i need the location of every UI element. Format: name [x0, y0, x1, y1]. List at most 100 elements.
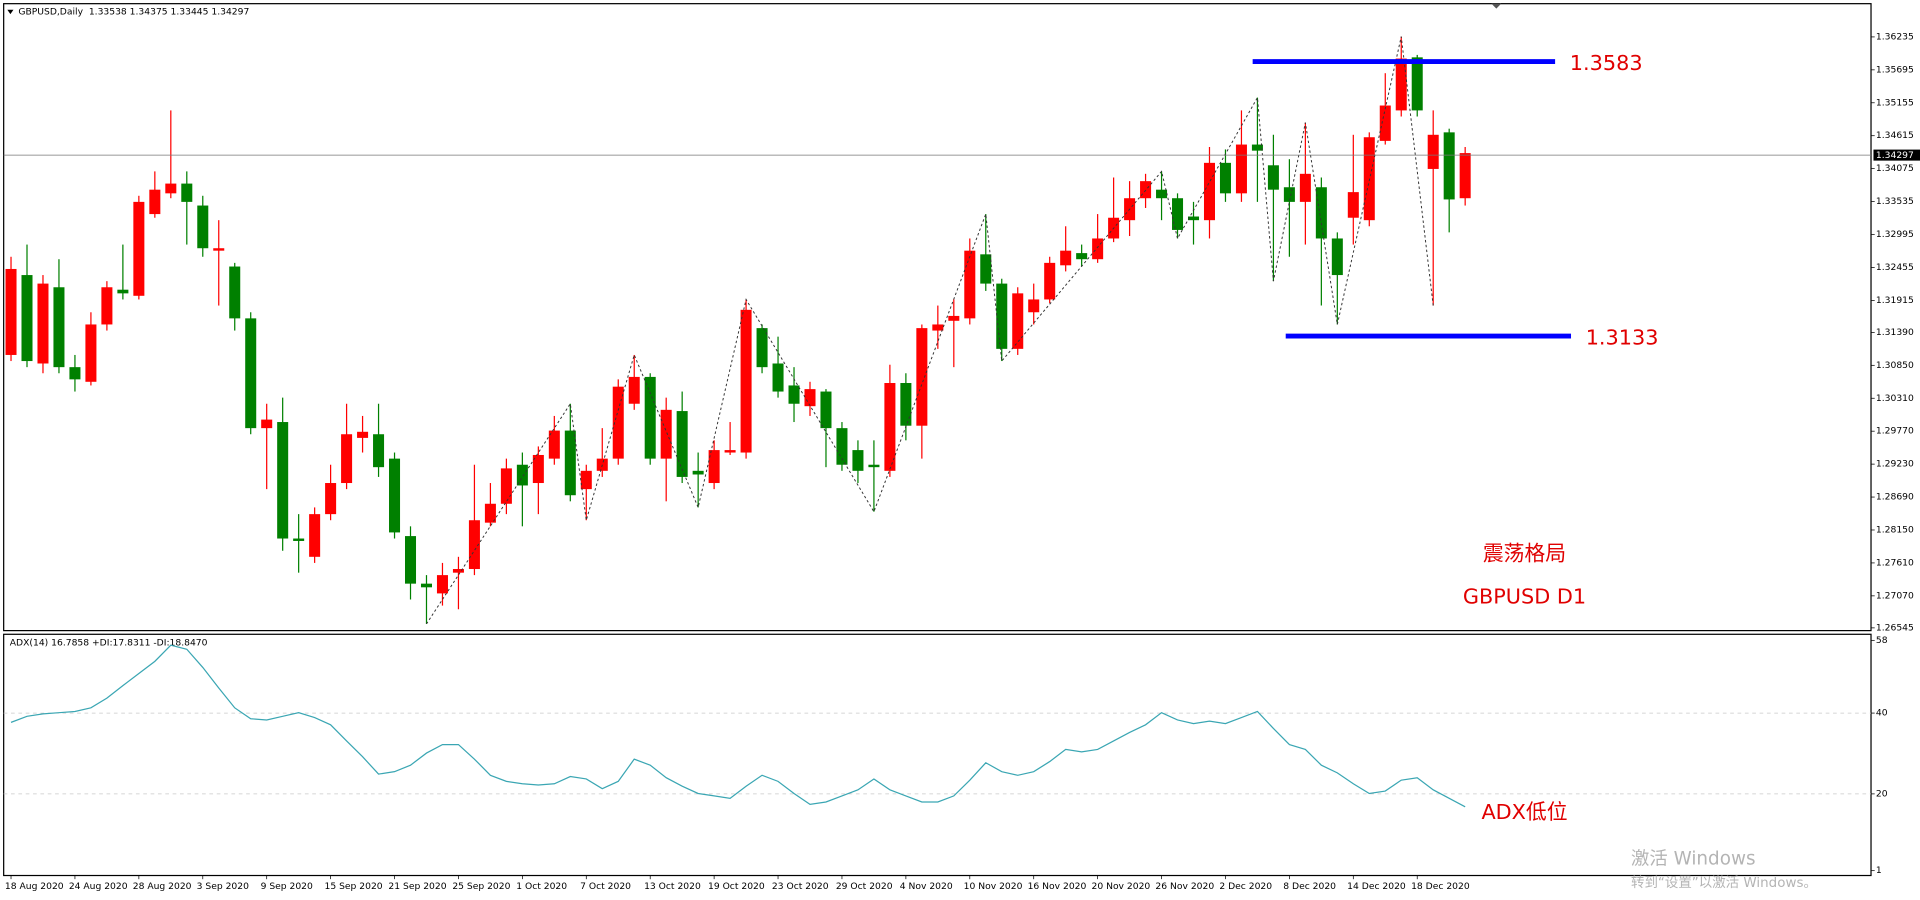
y-tick-label: 1.30850	[1876, 360, 1914, 371]
candle-body	[213, 248, 225, 251]
candle-body	[261, 419, 273, 429]
candle-body	[85, 324, 97, 382]
candle-body	[197, 205, 209, 249]
y-tick-label: 1.29770	[1876, 426, 1914, 437]
x-tick-label: 14 Dec 2020	[1347, 881, 1406, 892]
candle-body	[5, 268, 17, 355]
candle-body	[420, 583, 432, 588]
level-label: 1.3133	[1586, 325, 1659, 349]
candle-body	[1331, 238, 1343, 276]
candle-body	[676, 411, 688, 477]
y-tick-label: 1.31390	[1876, 327, 1914, 338]
candle-body	[836, 428, 848, 465]
candle-body	[1203, 162, 1215, 221]
candle-body	[1092, 238, 1104, 260]
candle-body	[357, 431, 369, 438]
last-price-box	[1873, 149, 1920, 161]
candle-body	[1443, 132, 1455, 200]
x-tick-label: 4 Nov 2020	[900, 881, 953, 892]
y-tick-label: 20	[1876, 788, 1888, 799]
x-tick-label: 28 Aug 2020	[133, 881, 192, 892]
candle-body	[1188, 216, 1200, 221]
adx-pane	[3, 633, 1872, 877]
candle-body	[1267, 165, 1279, 190]
candle-body	[149, 189, 161, 215]
candle-body	[468, 520, 480, 570]
candle-body	[772, 363, 784, 392]
y-tick-label: 40	[1876, 708, 1888, 719]
candle-body	[692, 470, 704, 475]
y-tick-label: 1.27070	[1876, 590, 1914, 601]
x-tick-label: 26 Nov 2020	[1155, 881, 1214, 892]
candle-body	[660, 409, 672, 459]
candle-body	[1379, 105, 1391, 141]
zigzag	[426, 36, 1434, 625]
candle-body	[1395, 58, 1407, 111]
candle-body	[612, 386, 624, 459]
x-tick-label: 18 Aug 2020	[5, 881, 64, 892]
y-tick-label: 1.26545	[1876, 622, 1914, 633]
x-tick-label: 18 Dec 2020	[1411, 881, 1470, 892]
candle-body	[980, 254, 992, 284]
candle-body	[165, 183, 177, 194]
annotation: ADX低位	[1481, 800, 1567, 824]
candle-body	[1028, 299, 1040, 313]
candle-body	[644, 376, 656, 459]
candle-body	[1411, 57, 1423, 111]
candle-body	[341, 434, 353, 484]
y-tick-label: 1.32995	[1876, 229, 1914, 240]
x-tick-label: 25 Sep 2020	[452, 881, 510, 892]
candle-body	[788, 385, 800, 404]
candle-body	[53, 287, 65, 368]
candle-body	[964, 250, 976, 319]
x-tick-label: 20 Nov 2020	[1092, 881, 1151, 892]
y-tick-label: 1.35155	[1876, 97, 1914, 108]
candle-body	[1315, 187, 1327, 239]
annotation: GBPUSD D1	[1463, 585, 1586, 609]
y-tick-label: 1	[1876, 865, 1882, 876]
candle-body	[1299, 173, 1311, 202]
candle-body	[1172, 198, 1184, 230]
y-tick-label: 1.28690	[1876, 492, 1914, 503]
candle-body	[484, 503, 496, 523]
candle-body	[293, 538, 305, 541]
candle-body	[564, 430, 576, 496]
candle-body	[1283, 187, 1295, 202]
candle-body	[1060, 250, 1072, 266]
candle-body	[900, 383, 912, 426]
x-tick-label: 9 Sep 2020	[261, 881, 313, 892]
level-label: 1.3583	[1570, 51, 1643, 75]
candle-body	[389, 458, 401, 533]
candle-body	[1459, 153, 1471, 199]
candle-body	[309, 514, 321, 557]
x-tick-label: 7 Oct 2020	[580, 881, 631, 892]
x-tick-label: 19 Oct 2020	[708, 881, 765, 892]
x-tick-label: 15 Sep 2020	[324, 881, 382, 892]
candle-body	[756, 328, 768, 368]
candle-body	[740, 309, 752, 453]
candle-body	[101, 287, 113, 325]
candle-body	[405, 536, 417, 584]
candle-body	[500, 468, 512, 504]
candle-body	[724, 450, 736, 453]
y-tick-label: 1.35695	[1876, 64, 1914, 75]
y-tick-label: 1.32455	[1876, 262, 1914, 273]
candle-body	[548, 430, 560, 459]
x-tick-label: 2 Dec 2020	[1219, 881, 1272, 892]
y-tick-label: 1.34615	[1876, 130, 1914, 141]
candle-body	[452, 569, 464, 573]
x-tick-label: 23 Oct 2020	[772, 881, 829, 892]
candle-body	[181, 183, 193, 202]
shift-marker	[1491, 3, 1502, 9]
y-tick-label: 1.36235	[1876, 31, 1914, 42]
x-tick-label: 10 Nov 2020	[964, 881, 1023, 892]
candle-body	[1219, 162, 1231, 194]
adx-line	[10, 644, 1466, 808]
annotation: 震荡格局	[1483, 542, 1566, 566]
candle-body	[916, 328, 928, 426]
candle-body	[884, 383, 896, 471]
y-tick-label: 1.33535	[1876, 196, 1914, 207]
candle-body	[580, 470, 592, 490]
candle-body	[948, 315, 960, 321]
candle-body	[1076, 253, 1088, 260]
